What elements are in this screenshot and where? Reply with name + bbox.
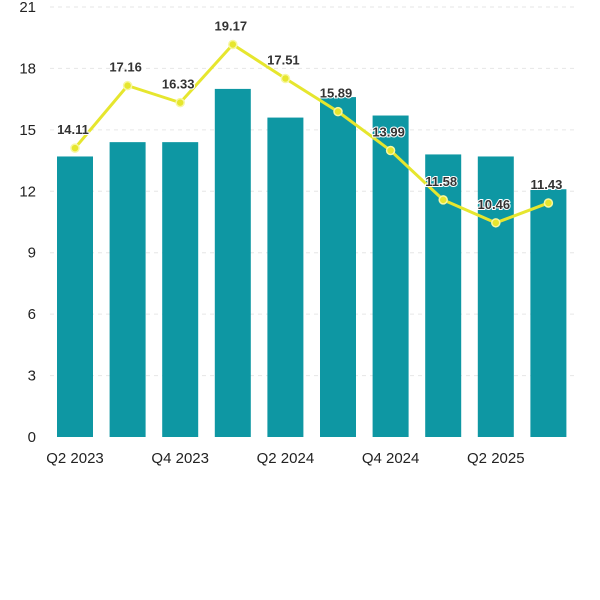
bar [214,88,251,438]
line-point [175,97,185,108]
data-label: 16.33 [162,77,195,92]
data-label: 11.58 [425,174,457,189]
bar [267,117,304,438]
line-point [491,218,501,228]
line-series [70,39,554,228]
line-point [333,106,343,117]
x-tick-label: Q2 2024 [257,450,315,467]
y-tick-label: 3 [28,368,36,385]
line-point [385,145,396,156]
bar [477,156,514,437]
line-point [70,143,80,153]
data-label: 10.46 [478,197,511,212]
y-tick-label: 12 [19,183,36,200]
data-labels: 14.11 17.16 16.33 19.17 17.51 15.89 13.99 11.58… [56,17,563,212]
bar [372,115,409,438]
x-axis: Q2 2023 Q4 2023 Q2 2024 Q4 2024 Q2 2025 [46,450,524,467]
bar [162,142,199,437]
line-path [73,42,549,225]
line-point [280,73,291,84]
data-label: 13.99 [372,125,405,140]
y-tick-label: 0 [28,429,36,446]
x-tick-label: Q2 2023 [46,450,104,467]
data-label: 17.16 [109,60,142,75]
bar [320,97,356,437]
line-point [122,80,133,91]
x-tick-label: Q4 2024 [362,450,420,467]
data-label: 14.11 [57,122,89,137]
bar [530,189,567,437]
y-tick-label: 6 [28,306,36,323]
x-tick-label: Q2 2025 [467,450,525,467]
bar [57,156,93,437]
data-label: 15.89 [320,86,353,101]
bar [109,142,146,437]
y-tick-label: 15 [19,122,36,139]
y-tick-label: 9 [28,245,36,262]
line-point [438,195,448,205]
line-point [228,39,238,50]
line-point [543,198,554,208]
y-axis: 0 3 6 9 12 15 18 21 [19,0,36,446]
bar-series [57,88,567,438]
y-tick-label: 21 [19,0,36,16]
data-label: 17.51 [267,52,300,67]
data-label: 19.17 [215,18,248,33]
y-tick-label: 18 [19,60,36,77]
data-label: 11.43 [530,177,562,192]
x-tick-label: Q4 2023 [151,450,209,467]
